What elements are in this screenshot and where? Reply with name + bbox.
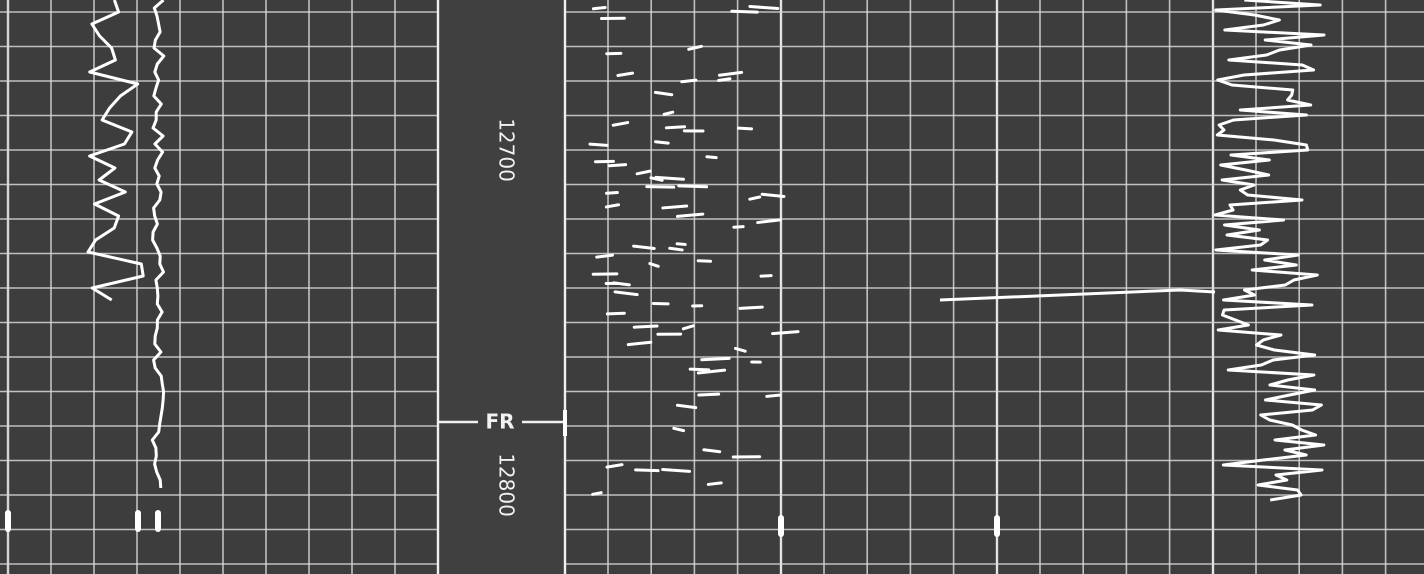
log-dash [690, 369, 709, 370]
log-dash [732, 11, 757, 12]
marker-label: FR [485, 410, 514, 434]
log-dash [590, 144, 607, 145]
depth-label: 12800 [495, 453, 519, 517]
log-dash [593, 8, 605, 9]
log-dash [708, 483, 721, 485]
scale-marker [135, 510, 141, 532]
log-dash [634, 326, 657, 327]
log-dash [663, 470, 690, 472]
log-dash [609, 165, 625, 166]
log-dash [614, 283, 630, 285]
log-dash [597, 255, 613, 257]
log-dash [670, 248, 682, 250]
log-dash [607, 313, 624, 314]
log-dash [679, 186, 707, 187]
depth-label: 12700 [495, 118, 519, 182]
log-dash [761, 276, 771, 277]
log-dash [682, 80, 696, 82]
log-dash [734, 227, 743, 228]
log-dash [698, 261, 710, 262]
scale-marker [155, 510, 161, 532]
background [0, 0, 1424, 574]
log-dash [666, 127, 684, 128]
log-dash [740, 307, 762, 308]
well-log: 12700 FR 12800 [0, 0, 1424, 574]
log-dash [636, 470, 658, 471]
scale-marker [5, 510, 11, 532]
log-dash [663, 206, 687, 208]
log-dash [773, 332, 798, 334]
log-dash [647, 187, 674, 188]
log-dash [656, 177, 684, 179]
log-dash [677, 244, 685, 245]
log-dash [738, 128, 751, 129]
scale-marker [994, 515, 1000, 537]
log-dash [719, 79, 730, 81]
log-dash [656, 142, 669, 143]
log-dash [767, 395, 780, 396]
log-dash [702, 358, 729, 359]
log-dash [707, 157, 716, 158]
page: 12700 FR 12800 (() => { const data = JSO… [0, 0, 1424, 574]
log-dash [607, 193, 618, 194]
log-dash [750, 6, 778, 8]
log-dash [704, 450, 720, 452]
log-dash [593, 493, 601, 495]
scale-marker [778, 515, 784, 537]
log-dash [699, 394, 719, 395]
